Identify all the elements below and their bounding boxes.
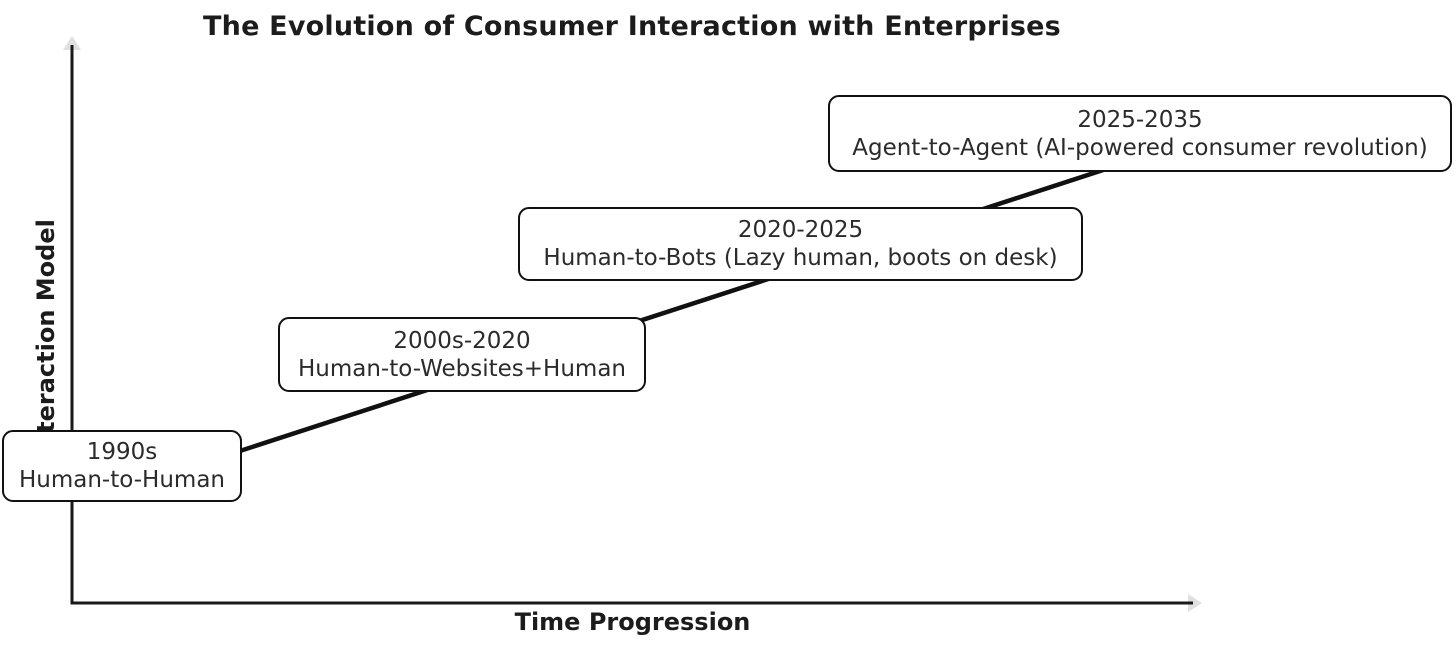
stage-period: 1990s <box>86 439 158 465</box>
stage-box-1990s: 1990s Human-to-Human <box>2 430 242 502</box>
stage-box-2020-2025: 2020-2025 Human-to-Bots (Lazy human, boo… <box>518 207 1083 281</box>
stage-box-2000s-2020: 2000s-2020 Human-to-Websites+Human <box>278 317 646 392</box>
stage-label: Human-to-Bots (Lazy human, boots on desk… <box>543 245 1058 271</box>
stage-period: 2025-2035 <box>1077 106 1203 133</box>
stage-box-2025-2035: 2025-2035 Agent-to-Agent (AI-powered con… <box>828 95 1452 172</box>
stage-period: 2020-2025 <box>737 217 864 243</box>
stage-label: Human-to-Websites+Human <box>297 355 627 382</box>
x-axis-label: Time Progression <box>514 608 751 636</box>
stage-label: Human-to-Human <box>18 467 225 493</box>
y-axis-arrow-icon <box>63 36 81 50</box>
chart-title: The Evolution of Consumer Interaction wi… <box>203 11 1061 42</box>
x-axis-arrow-icon <box>1188 594 1202 612</box>
stage-label: Agent-to-Agent (AI-powered consumer revo… <box>852 134 1428 161</box>
stage-period: 2000s-2020 <box>393 327 531 354</box>
